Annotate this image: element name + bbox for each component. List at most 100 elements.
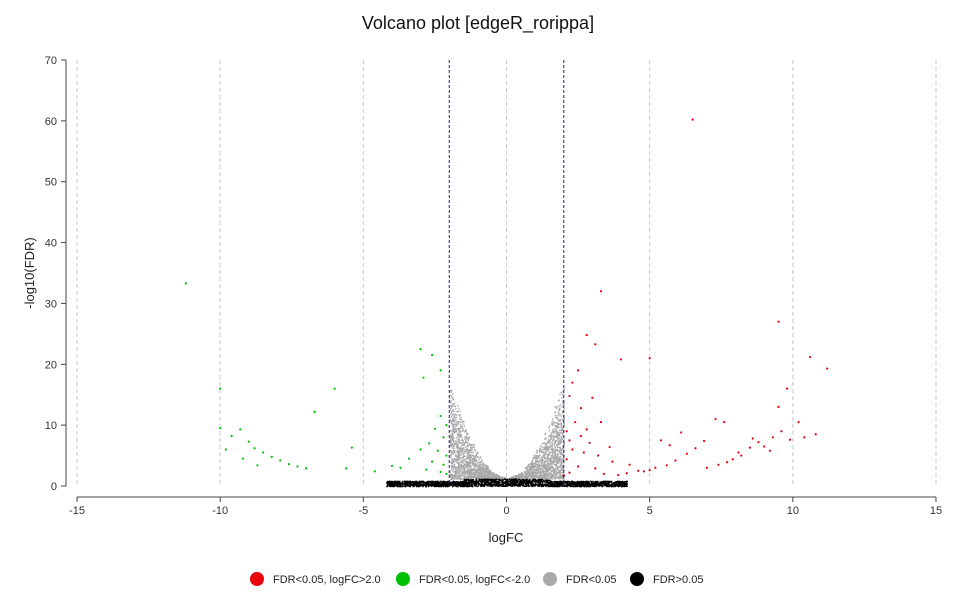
- y-tick-label: 20: [45, 359, 57, 371]
- data-point: [565, 430, 568, 433]
- data-point: [763, 445, 766, 448]
- data-point: [642, 470, 646, 473]
- data-point: [219, 427, 222, 430]
- data-point: [668, 444, 671, 447]
- data-point: [296, 465, 299, 468]
- data-point: [740, 454, 743, 457]
- data-point: [582, 451, 585, 454]
- significant-points: [184, 118, 829, 477]
- data-point: [674, 459, 677, 462]
- data-point: [737, 451, 740, 454]
- data-point: [768, 449, 772, 452]
- data-point: [373, 470, 376, 473]
- data-point: [803, 436, 806, 439]
- threshold-lines: [448, 60, 565, 486]
- y-tick-label: 0: [51, 481, 57, 493]
- data-point: [333, 387, 336, 390]
- grey-point-cloud: [449, 388, 566, 481]
- legend-marker: [543, 572, 557, 586]
- data-point: [576, 465, 580, 468]
- data-point: [419, 448, 422, 451]
- data-point: [253, 447, 256, 450]
- data-point: [571, 381, 574, 384]
- data-point: [757, 441, 760, 444]
- data-point: [574, 421, 577, 424]
- data-point: [350, 446, 353, 449]
- data-point: [723, 421, 726, 424]
- data-point: [608, 445, 611, 449]
- data-point: [660, 439, 663, 442]
- data-point: [714, 417, 717, 421]
- data-point: [786, 387, 789, 390]
- y-tick-label: 40: [45, 238, 57, 250]
- data-point: [654, 466, 657, 469]
- legend-label: FDR<0.05, logFC<-2.0: [419, 574, 530, 586]
- x-tick-label: -10: [212, 505, 228, 517]
- data-point: [442, 436, 445, 439]
- data-point: [771, 436, 774, 439]
- data-point: [565, 458, 568, 461]
- data-point: [579, 407, 583, 410]
- data-point: [680, 431, 683, 434]
- data-point: [725, 461, 729, 464]
- data-point: [390, 464, 394, 468]
- grid-lines: [76, 60, 937, 486]
- data-point: [436, 449, 439, 452]
- data-point: [588, 441, 591, 444]
- data-point: [619, 358, 623, 361]
- axes: 0 10 20 30 40 50 60 70 -15 -10 -5 0 5 10 15: [45, 55, 942, 517]
- data-point: [571, 448, 574, 451]
- data-point: [445, 454, 448, 457]
- data-point: [439, 414, 442, 418]
- data-point: [241, 457, 245, 460]
- data-point: [219, 387, 222, 390]
- data-point: [731, 458, 734, 461]
- data-point: [445, 472, 448, 475]
- data-point: [262, 451, 265, 454]
- data-point: [717, 463, 720, 466]
- data-point: [594, 343, 597, 346]
- data-point: [628, 463, 631, 466]
- data-point: [579, 434, 583, 438]
- data-point: [568, 471, 571, 474]
- data-point: [239, 428, 242, 431]
- data-point: [814, 433, 817, 436]
- data-point: [705, 466, 709, 469]
- data-point: [313, 410, 316, 413]
- data-point: [184, 282, 187, 285]
- data-point: [702, 439, 706, 443]
- y-axis-title: -log10(FDR): [22, 237, 37, 309]
- data-point: [648, 469, 651, 472]
- data-point: [304, 467, 308, 470]
- y-tick-label: 50: [45, 177, 57, 189]
- y-tick-label: 10: [45, 420, 57, 432]
- data-point: [611, 460, 614, 463]
- data-point: [287, 462, 290, 466]
- x-axis-title: logFC: [489, 530, 524, 545]
- data-point: [425, 468, 428, 471]
- data-point: [345, 467, 348, 470]
- data-point: [568, 394, 571, 398]
- data-point: [694, 447, 697, 450]
- data-point: [224, 448, 227, 451]
- data-point: [591, 396, 594, 399]
- data-point: [430, 354, 434, 357]
- data-point: [777, 320, 780, 323]
- data-point: [247, 440, 250, 443]
- data-point: [279, 459, 282, 462]
- data-point: [422, 376, 425, 379]
- data-point: [419, 347, 422, 351]
- data-point: [428, 442, 431, 445]
- data-point: [568, 439, 571, 442]
- chart-title: Volcano plot [edgeR_rorippa]: [362, 13, 594, 34]
- data-point: [665, 464, 668, 467]
- y-tick-label: 60: [45, 116, 57, 128]
- data-point: [648, 357, 651, 360]
- data-point: [751, 437, 754, 440]
- x-tick-label: -15: [69, 505, 85, 517]
- data-point: [442, 463, 445, 466]
- data-point: [439, 470, 442, 474]
- data-point: [808, 355, 812, 359]
- data-point: [256, 464, 259, 467]
